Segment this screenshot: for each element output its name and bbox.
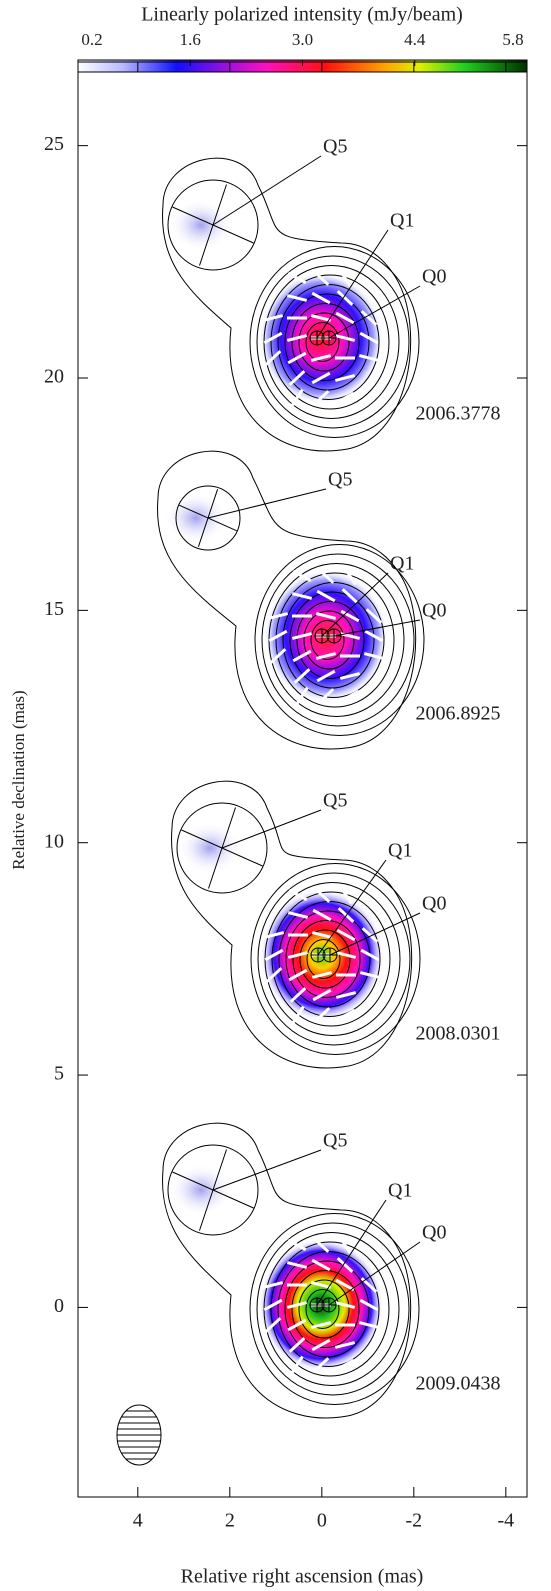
- component-label: Q5: [323, 1130, 347, 1152]
- x-tick-label: 0: [317, 1510, 327, 1532]
- y-tick-label: 10: [44, 830, 64, 852]
- y-tick-label: 20: [44, 366, 64, 388]
- y-axis-label: Relative declination (mas): [9, 690, 28, 869]
- map-layer: Q5 Q1 Q0 2006.3778 Q5 Q1 Q0 2006.8925 Q5 Q1 Q0 2008…: [158, 136, 501, 1418]
- colorbar-tick-label: 5.8: [502, 30, 523, 49]
- x-tick-label: 4: [133, 1510, 143, 1532]
- component-label: Q5: [323, 790, 347, 812]
- y-tick-label: 15: [44, 598, 64, 620]
- x-tick-label: -2: [405, 1510, 422, 1532]
- figure: Linearly polarized intensity (mJy/beam) …: [0, 0, 551, 1591]
- epoch-label: 2006.3778: [416, 403, 501, 425]
- colorbar-tick-label: 0.2: [81, 30, 102, 49]
- y-tick-label: 25: [44, 133, 64, 155]
- leader-line: [208, 489, 326, 518]
- component-label: Q1: [388, 840, 412, 862]
- polarization-blob: [178, 822, 242, 874]
- leader-line: [213, 1150, 321, 1190]
- leader-line: [222, 810, 321, 848]
- component-label: Q0: [422, 893, 446, 915]
- polarization-blob: [169, 199, 233, 251]
- component-label: Q1: [390, 210, 414, 232]
- component-label: Q1: [390, 553, 414, 575]
- component-label: Q0: [422, 1222, 446, 1244]
- colorbar-tick-label: 3.0: [292, 30, 313, 49]
- colorbar-tick-label: 1.6: [180, 30, 201, 49]
- component-label: Q0: [422, 600, 446, 622]
- epoch-label: 2009.0438: [416, 1373, 501, 1395]
- polarization-blob: [169, 1164, 233, 1216]
- beam: [110, 1405, 170, 1465]
- panel: Q5 Q1 Q0 2006.8925: [158, 451, 501, 749]
- colorbar-label: Linearly polarized intensity (mJy/beam): [141, 4, 463, 26]
- epoch-label: 2006.8925: [416, 703, 501, 725]
- component-label: Q1: [388, 1180, 412, 1202]
- panel: Q5 Q1 Q0 2008.0301: [172, 781, 501, 1068]
- component-label: Q5: [328, 469, 352, 491]
- epoch-label: 2008.0301: [416, 1023, 501, 1045]
- y-tick-label: 5: [54, 1063, 64, 1085]
- leader-line: [213, 156, 321, 225]
- x-tick-label: -4: [498, 1510, 515, 1532]
- panel: Q5 Q1 Q0 2009.0438: [163, 1123, 501, 1418]
- y-tick-label: 0: [54, 1295, 64, 1317]
- x-axis-label: Relative right ascension (mas): [181, 1566, 424, 1588]
- component-label: Q0: [422, 266, 446, 288]
- panel: Q5 Q1 Q0 2006.3778: [163, 136, 501, 451]
- x-tick-label: 2: [225, 1510, 235, 1532]
- component-label: Q5: [323, 136, 347, 158]
- colorbar-tick-label: 4.4: [404, 30, 426, 49]
- polarization-blob: [164, 492, 228, 544]
